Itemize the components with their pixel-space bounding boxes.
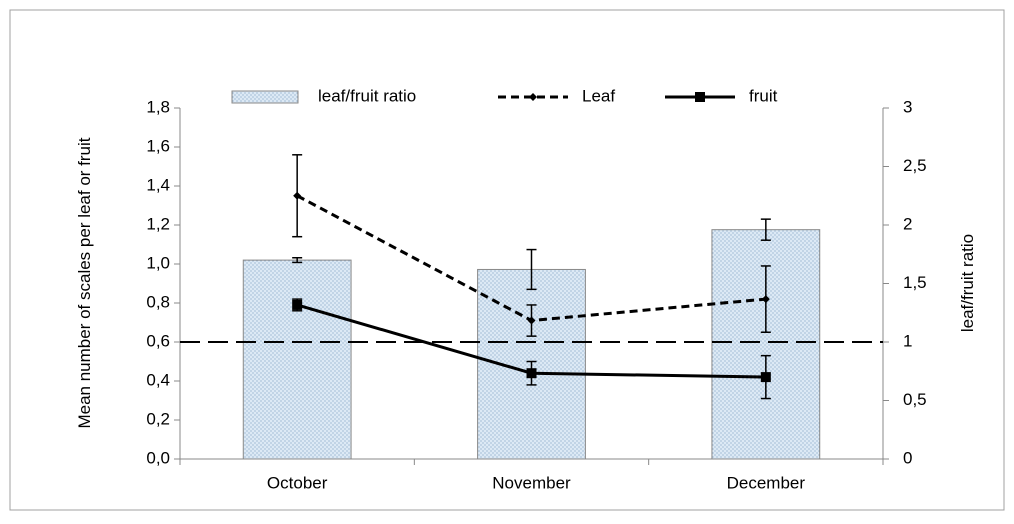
marker (760, 372, 771, 383)
y2-axis-label: leaf/fruit ratio (958, 233, 977, 333)
y-tick-label: 1,8 (146, 97, 170, 116)
error-bar (526, 248, 537, 291)
error-bar (292, 257, 303, 264)
legend-label: Leaf (582, 86, 615, 105)
legend-swatch (231, 90, 299, 104)
legend-marker (695, 92, 705, 102)
marker (293, 191, 302, 200)
marker (761, 295, 770, 304)
y-tick-label: 1,0 (146, 253, 170, 272)
y-tick-label: 1,6 (146, 136, 170, 155)
legend-label: fruit (749, 86, 778, 105)
error-bar (760, 218, 771, 241)
y-tick-label: 0,0 (146, 448, 170, 467)
x-tick-label: October (267, 473, 328, 492)
y-tick-label: 1,4 (146, 175, 170, 194)
bar (242, 259, 352, 460)
y2-tick-label: 2,5 (903, 156, 927, 175)
y-tick-label: 0,4 (146, 370, 170, 389)
y2-tick-label: 3 (903, 97, 912, 116)
legend-label: leaf/fruit ratio (318, 86, 416, 105)
frame (9, 9, 1005, 511)
marker (527, 316, 536, 325)
y-tick-label: 0,2 (146, 409, 170, 428)
marker (526, 368, 537, 379)
x-tick-label: December (727, 473, 806, 492)
y-tick-label: 0,8 (146, 292, 170, 311)
y-tick-label: 1,2 (146, 214, 170, 233)
y-axis-label: Mean number of scales per leaf or fruit (75, 137, 94, 429)
y2-tick-label: 0 (903, 448, 912, 467)
x-tick-label: November (492, 473, 571, 492)
y2-tick-label: 2 (903, 214, 912, 233)
y-tick-label: 0,6 (146, 331, 170, 350)
y2-tick-label: 1 (903, 331, 912, 350)
y2-tick-label: 0,5 (903, 390, 927, 409)
y2-tick-label: 1,5 (903, 273, 927, 292)
legend-marker (529, 93, 537, 101)
marker (292, 299, 303, 310)
bar (711, 229, 821, 460)
